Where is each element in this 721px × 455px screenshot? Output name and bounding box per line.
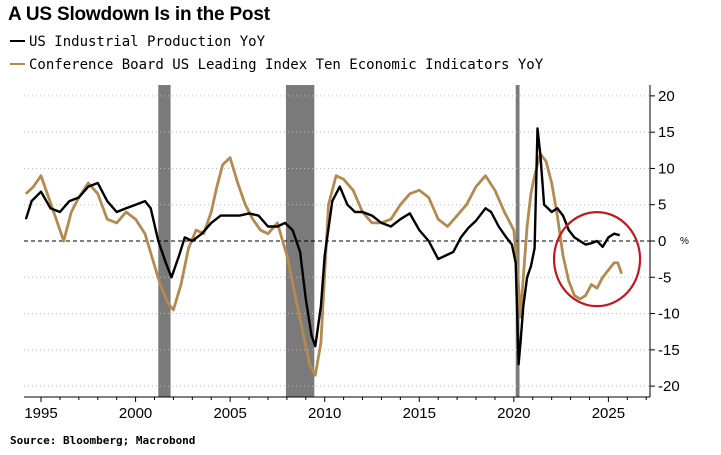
- legend-label-leading-index: Conference Board US Leading Index Ten Ec…: [29, 57, 544, 73]
- y-tick-label: -15: [658, 342, 680, 359]
- x-tick-label: 2015: [403, 405, 436, 422]
- y-tick-label: 20: [658, 88, 675, 105]
- annotations: [552, 211, 642, 308]
- y-tick-label: 15: [658, 124, 675, 141]
- source-note: Source: Bloomberg; Macrobond: [10, 434, 196, 447]
- y-unit-label: %: [680, 236, 689, 247]
- legend-swatch-leading-index: [10, 63, 25, 65]
- series-leading-index: [24, 152, 623, 377]
- x-tick-label: 2005: [213, 405, 246, 422]
- series-lines: [24, 127, 623, 377]
- series-industrial-production: [24, 127, 621, 366]
- y-tick-label: 10: [658, 160, 675, 177]
- y-tick-label: -20: [658, 378, 680, 395]
- x-tick-label: 2025: [592, 405, 625, 422]
- x-tick-label: 1995: [24, 405, 57, 422]
- legend-entry-leading-index: Conference Board US Leading Index Ten Ec…: [10, 57, 543, 73]
- highlight-circle: [552, 211, 642, 308]
- y-tick-label: -5: [658, 269, 671, 286]
- x-tick-label: 2000: [119, 405, 152, 422]
- legend-swatch-industrial-production: [10, 40, 25, 42]
- axes: [24, 85, 655, 402]
- x-tick-label: 2020: [497, 405, 530, 422]
- y-tick-label: 5: [658, 197, 666, 214]
- legend-entry-industrial-production: US Industrial Production YoY: [10, 34, 265, 50]
- y-tick-label: 0: [658, 233, 666, 250]
- legend-label-industrial-production: US Industrial Production YoY: [29, 34, 266, 50]
- gridlines: [24, 95, 650, 387]
- x-tick-label: 2010: [308, 405, 341, 422]
- chart-title: A US Slowdown Is in the Post: [8, 4, 270, 25]
- y-tick-label: -10: [658, 306, 680, 323]
